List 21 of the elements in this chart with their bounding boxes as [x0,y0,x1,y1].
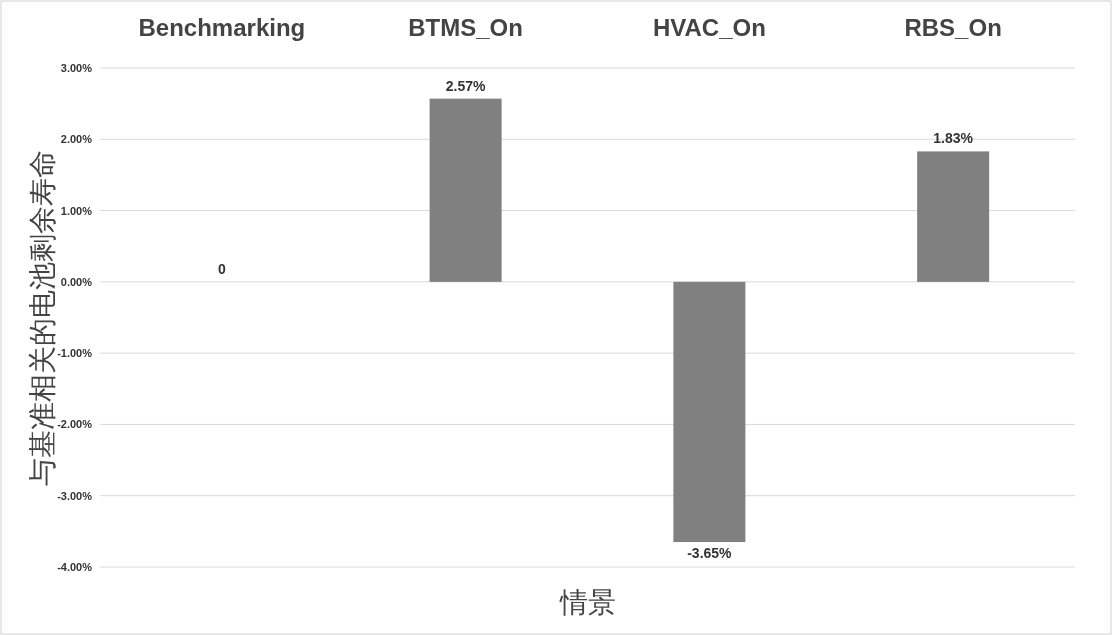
y-tick-label: 1.00% [60,204,93,217]
x-tick-label: BTMS_On [408,14,523,41]
y-axis-title: 与基准相关的电池剩余寿命 [27,149,58,486]
bar [917,151,990,282]
y-tick-label: -1.00% [57,347,93,360]
y-tick-label: -2.00% [57,418,93,431]
y-tick-label: -4.00% [57,561,93,573]
bar [429,98,502,282]
y-tick-label: 0.00% [60,275,93,288]
y-tick-label: 3.00% [60,62,93,74]
x-tick-label: RBS_On [904,14,1002,41]
x-axis-title: 情景 [558,587,616,618]
y-tick-label: 2.00% [60,133,93,146]
data-label: 0 [217,260,226,277]
data-label: 2.57% [445,77,487,94]
y-tick-label: -3.00% [57,489,93,502]
data-label: 1.83% [933,130,974,147]
data-label: -3.65% [687,545,733,562]
x-tick-label: HVAC_On [652,14,766,41]
bar [673,281,746,543]
x-tick-label: Benchmarking [138,14,306,41]
